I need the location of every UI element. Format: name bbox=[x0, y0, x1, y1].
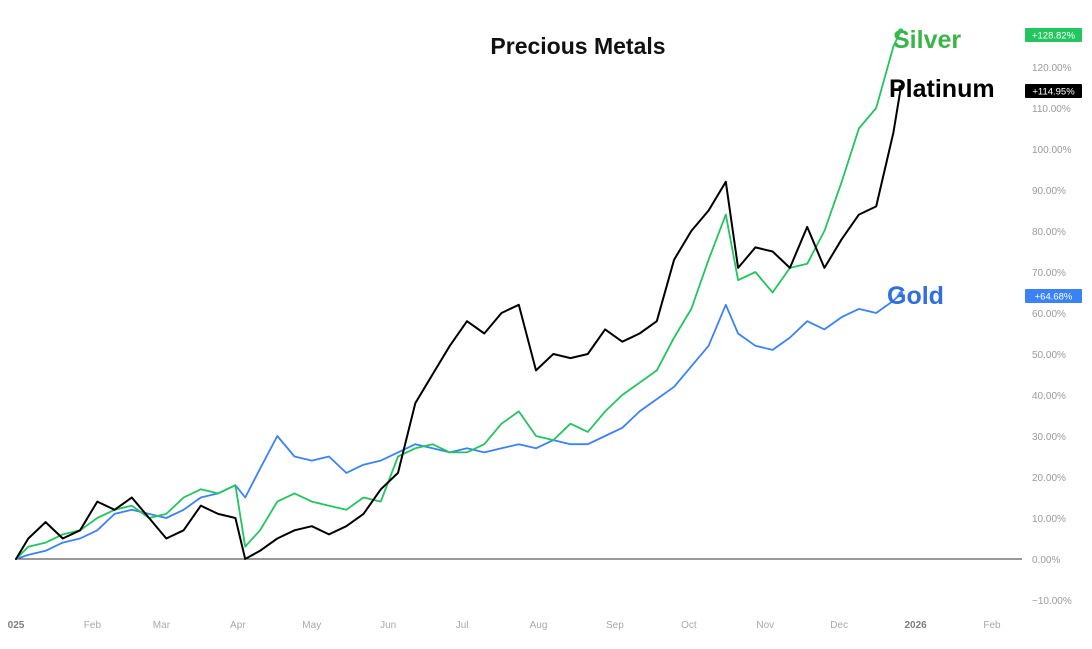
x-tick-label: Nov bbox=[756, 620, 774, 631]
series-line-platinum bbox=[15, 86, 902, 560]
series-label-platinum: Platinum bbox=[889, 75, 995, 103]
series-end-point-silver bbox=[898, 28, 904, 34]
value-badge-text-platinum: +114.95% bbox=[1032, 87, 1075, 98]
value-badge-platinum bbox=[1025, 84, 1082, 98]
y-tick-label: 100.00% bbox=[1032, 145, 1072, 156]
y-tick-label: 10.00% bbox=[1032, 514, 1066, 525]
chart-title: Precious Metals bbox=[490, 33, 665, 59]
x-tick-label: Feb bbox=[983, 620, 1001, 631]
x-tick-label: Jul bbox=[456, 620, 469, 631]
series-end-point-gold bbox=[898, 291, 904, 297]
y-tick-label: 90.00% bbox=[1032, 186, 1066, 197]
value-badges: +64.68% +128.82% +114.95% bbox=[1025, 28, 1082, 303]
series-end-point-platinum bbox=[898, 85, 904, 91]
series-line-silver bbox=[15, 29, 902, 560]
value-badge-silver bbox=[1025, 28, 1082, 42]
y-tick-label: 80.00% bbox=[1032, 227, 1066, 238]
x-tick-label: 2026 bbox=[904, 620, 927, 631]
x-tick-label: Dec bbox=[830, 620, 848, 631]
y-tick-label: 50.00% bbox=[1032, 350, 1066, 361]
x-tick-label: Aug bbox=[530, 620, 548, 631]
series-label-silver: Silver bbox=[893, 26, 961, 54]
x-tick-label: Mar bbox=[153, 620, 171, 631]
y-tick-label: 20.00% bbox=[1032, 473, 1066, 484]
y-tick-label: 110.00% bbox=[1032, 104, 1071, 115]
x-tick-label: Apr bbox=[230, 620, 246, 631]
x-tick-label: Oct bbox=[681, 620, 697, 631]
x-tick-label: Sep bbox=[606, 620, 624, 631]
value-badge-text-gold: +64.68% bbox=[1035, 292, 1073, 303]
x-tick-label: Jun bbox=[380, 620, 396, 631]
y-tick-label: 0.00% bbox=[1032, 555, 1060, 566]
y-tick-label: 70.00% bbox=[1032, 268, 1066, 279]
y-tick-label: 40.00% bbox=[1032, 391, 1066, 402]
x-axis: 025 Feb Mar Apr May Jun Jul Aug Sep Oct Nov Dec 2026… bbox=[8, 620, 1001, 631]
series-lines bbox=[15, 28, 904, 560]
series-line-gold bbox=[15, 292, 902, 560]
y-tick-label: −10.00% bbox=[1032, 596, 1072, 607]
x-tick-label: 025 bbox=[8, 620, 25, 631]
y-tick-label: 60.00% bbox=[1032, 309, 1066, 320]
y-tick-label: 30.00% bbox=[1032, 432, 1066, 443]
y-tick-label: 120.00% bbox=[1032, 63, 1072, 74]
series-labels: Gold Silver Platinum bbox=[887, 26, 995, 310]
x-tick-label: Feb bbox=[84, 620, 102, 631]
value-badge-text-silver: +128.82% bbox=[1032, 31, 1076, 42]
x-tick-label: May bbox=[302, 620, 321, 631]
y-axis: −10.00% 0.00% 10.00% 20.00% 30.00% 40.00% 50.0… bbox=[1032, 63, 1072, 607]
value-badge-gold bbox=[1025, 289, 1082, 303]
series-label-gold: Gold bbox=[887, 282, 944, 310]
